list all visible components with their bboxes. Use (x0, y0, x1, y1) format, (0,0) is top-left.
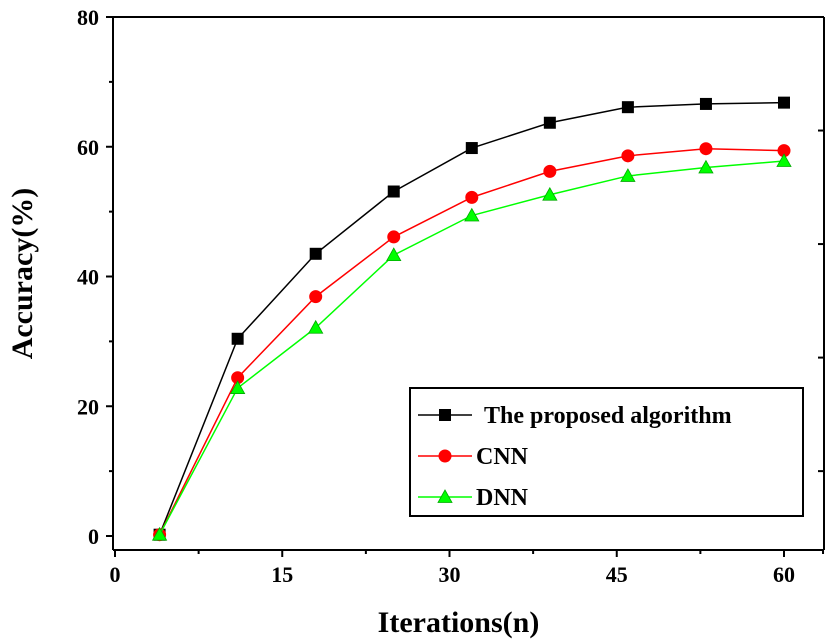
series-cnn (153, 142, 791, 542)
legend-label: DNN (476, 485, 529, 511)
legend-label: CNN (476, 444, 529, 470)
data-point (387, 230, 401, 244)
x-tick-label: 15 (271, 562, 293, 587)
y-tick-label: 80 (77, 5, 99, 30)
legend: The proposed algorithm CNN DNN (409, 387, 804, 517)
data-point (464, 207, 480, 222)
data-point (387, 185, 400, 198)
data-point (543, 164, 557, 178)
series-dnn (151, 153, 792, 541)
legend-marker (439, 409, 451, 421)
legend-box (409, 387, 804, 517)
y-tick-label: 20 (77, 394, 99, 419)
data-point (465, 190, 479, 204)
data-point (776, 153, 792, 167)
legend-item: CNN (418, 444, 529, 470)
x-tick-label: 60 (773, 562, 795, 587)
data-point (620, 168, 636, 182)
series-layer (151, 96, 792, 542)
data-point (308, 319, 324, 334)
data-point (229, 380, 246, 394)
legend-item: DNN (418, 485, 529, 511)
legend-label: The proposed algorithm (484, 403, 732, 429)
data-point (778, 96, 790, 109)
y-tick-label: 60 (77, 135, 99, 160)
axes: 0 15 30 45 60 0 20 40 60 80 Iterations(n) Accuracy(… (6, 5, 825, 639)
data-point (543, 116, 556, 129)
x-tick-label: 45 (606, 562, 628, 587)
data-point (699, 97, 712, 110)
x-tick-label: 0 (110, 562, 121, 587)
data-point (309, 247, 322, 260)
y-axis-title: Accuracy(%) (6, 188, 39, 360)
data-point (309, 290, 323, 304)
legend-marker (437, 489, 453, 503)
legend-marker (438, 449, 452, 463)
data-point (621, 101, 634, 114)
data-point (386, 247, 402, 261)
y-tick-label: 0 (88, 524, 99, 549)
legend-item: The proposed algorithm (418, 403, 732, 429)
data-point (465, 142, 478, 155)
data-point (621, 149, 635, 163)
data-point (698, 159, 714, 174)
data-point (151, 526, 168, 541)
data-point (699, 142, 713, 156)
x-axis-title: Iterations(n) (378, 606, 540, 639)
y-tick-label: 40 (77, 265, 99, 290)
x-tick-label: 30 (439, 562, 461, 587)
data-point (542, 186, 558, 201)
data-point (231, 332, 244, 345)
